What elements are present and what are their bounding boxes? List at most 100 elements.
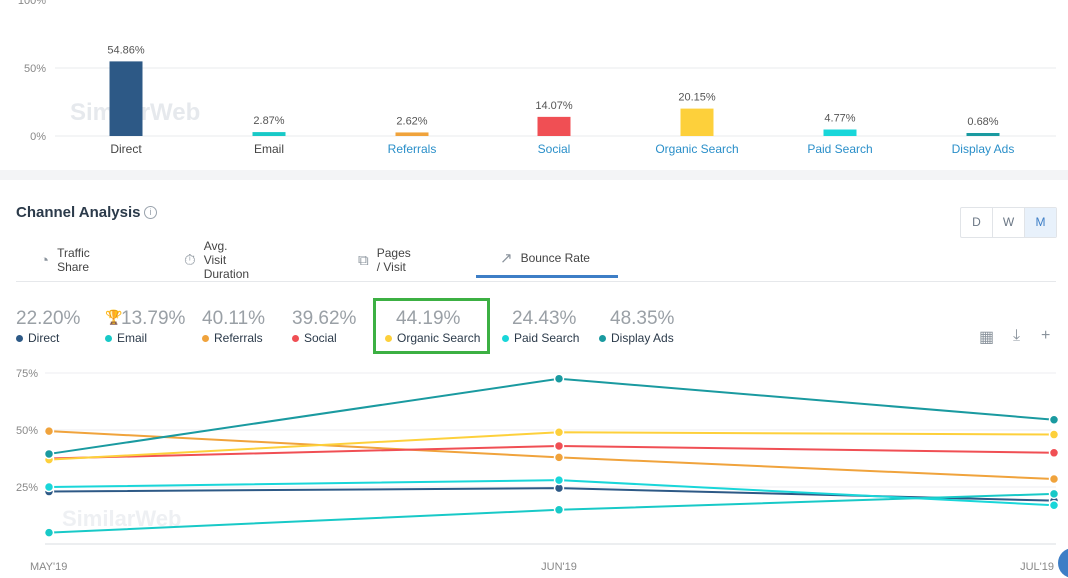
bar-social <box>537 116 571 136</box>
legend-label: Referrals <box>214 331 263 345</box>
bar-display-ads <box>966 133 1000 136</box>
data-point-email <box>1048 488 1060 500</box>
data-point-organic-search <box>553 427 565 438</box>
bar-referrals <box>395 132 429 136</box>
period-day-button[interactable]: D <box>961 208 993 237</box>
trophy-icon: 🏆 <box>105 309 123 325</box>
period-month-button[interactable]: M <box>1025 208 1056 237</box>
legend-email[interactable]: 13.79% Email <box>105 308 185 345</box>
legend-dot <box>599 334 606 342</box>
download-icon[interactable]: ⤓ <box>1013 327 1021 344</box>
data-point-social <box>553 440 565 452</box>
info-icon[interactable]: i <box>144 206 157 219</box>
organic-search-highlight <box>373 298 490 354</box>
series-line-display-ads <box>48 377 1055 455</box>
pages-icon: ⧉ <box>358 251 369 269</box>
data-point-display-ads <box>43 448 55 460</box>
tab-label: Pages / Visit <box>376 246 411 274</box>
legend-value: 22.20% <box>16 308 81 329</box>
legend-direct[interactable]: 22.20% Direct <box>16 308 80 345</box>
period-toggle: D W M <box>960 207 1057 238</box>
data-point-paid-search <box>43 481 55 493</box>
legend-social[interactable]: 39.62% Social <box>292 308 356 345</box>
x-tick-label: JUN'19 <box>541 561 577 573</box>
legend-label: Direct <box>28 331 60 345</box>
period-week-button[interactable]: W <box>993 208 1025 237</box>
stopwatch-icon: ⏱ <box>184 251 196 269</box>
legend-value: 48.35% <box>610 308 675 329</box>
data-point-email <box>553 504 565 516</box>
y-tick-label: 0% <box>30 131 46 143</box>
y-tick-label: 25% <box>16 482 38 494</box>
section-divider <box>0 170 1068 180</box>
bar-value-label: 14.07% <box>535 100 573 112</box>
traffic-bar-chart: 100%50%0%SimilarWeb54.86%Direct2.87%Emai… <box>18 0 1056 156</box>
category-label: Social <box>538 142 571 156</box>
x-tick-label: JUL'19 <box>1020 561 1054 573</box>
tab-traffic-share[interactable]: ◔ Traffic Share <box>40 240 90 280</box>
traffic-share-panel: 100%50%0%SimilarWeb54.86%Direct2.87%Emai… <box>0 0 1068 170</box>
bar-value-label: 2.62% <box>396 115 427 127</box>
bar-value-label: 0.68% <box>967 116 998 128</box>
tab-avg-visit-duration[interactable]: ⏱ Avg. Visit Duration <box>184 239 250 281</box>
bar-value-label: 54.86% <box>107 44 145 56</box>
category-label: Direct <box>110 142 142 156</box>
legend-label: Display Ads <box>611 331 674 345</box>
legend-value: 24.43% <box>512 308 577 329</box>
bar-value-label: 4.77% <box>824 113 855 125</box>
tab-label: Bounce Rate <box>520 250 590 265</box>
legend-dot <box>385 334 392 342</box>
bar-paid-search <box>823 129 857 136</box>
tab-bounce-rate[interactable]: ↗ Bounce Rate <box>476 240 618 278</box>
scroll-to-top-button[interactable] <box>1058 548 1068 578</box>
data-point-organic-search <box>1048 429 1060 440</box>
tabs-underline <box>16 281 1056 282</box>
legend-referrals[interactable]: 40.11% Referrals <box>202 308 265 345</box>
data-point-display-ads <box>1048 414 1060 425</box>
bar-value-label: 20.15% <box>678 92 716 104</box>
bar-direct <box>109 61 143 137</box>
legend-paid-search[interactable]: 24.43% Paid Search <box>502 308 579 345</box>
data-point-email <box>43 527 55 538</box>
bar-email <box>252 132 286 136</box>
data-point-display-ads <box>553 373 565 384</box>
tab-label: Traffic Share <box>57 246 90 274</box>
add-icon[interactable]: + <box>1041 327 1051 344</box>
series-line-paid-search <box>48 479 1055 507</box>
legend-dot <box>502 334 509 342</box>
legend-organic-search[interactable]: 44.19% Organic Search <box>385 308 480 345</box>
legend-value: 39.62% <box>292 308 357 329</box>
legend-label: Email <box>117 331 148 345</box>
bar-organic-search <box>680 108 714 136</box>
pie-chart-icon: ◔ <box>40 251 50 269</box>
data-point-referrals <box>553 452 565 463</box>
tab-pages-per-visit[interactable]: ⧉ Pages / Visit <box>358 240 411 280</box>
y-tick-label: 100% <box>18 0 46 7</box>
y-tick-label: 75% <box>16 368 38 380</box>
category-label: Paid Search <box>807 142 872 156</box>
bar-value-label: 2.87% <box>253 115 284 127</box>
y-tick-label: 50% <box>16 425 38 437</box>
data-point-referrals <box>43 425 55 437</box>
x-tick-label: MAY'19 <box>30 561 67 573</box>
trend-line-icon: ↗ <box>500 249 513 267</box>
legend-label: Paid Search <box>514 331 580 345</box>
legend-dot <box>16 334 23 342</box>
legend-label: Social <box>304 331 337 345</box>
category-label: Organic Search <box>655 142 738 156</box>
legend-dot <box>105 334 112 342</box>
tab-label: Avg. Visit Duration <box>203 239 250 281</box>
data-point-referrals <box>1048 473 1060 485</box>
data-point-paid-search <box>553 474 565 486</box>
legend-dot <box>292 334 299 342</box>
excel-export-icon[interactable]: ▦ <box>979 329 995 346</box>
legend-display-ads[interactable]: 48.35% Display Ads <box>599 308 674 345</box>
legend-label: Organic Search <box>397 331 481 345</box>
data-point-paid-search <box>1048 499 1060 511</box>
category-label: Email <box>254 142 284 156</box>
series-line-email <box>48 492 1055 534</box>
category-label: Referrals <box>388 142 437 156</box>
data-point-social <box>1048 447 1060 459</box>
legend-value: 40.11% <box>202 308 266 329</box>
